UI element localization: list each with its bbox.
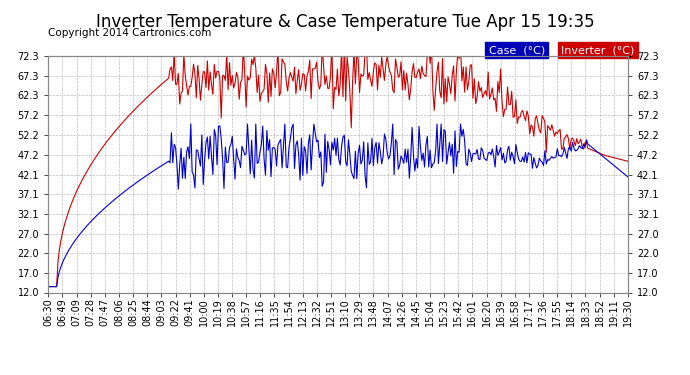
Text: Case  (°C): Case (°C) (489, 45, 545, 55)
Text: Copyright 2014 Cartronics.com: Copyright 2014 Cartronics.com (48, 28, 212, 38)
Text: Inverter Temperature & Case Temperature Tue Apr 15 19:35: Inverter Temperature & Case Temperature … (96, 13, 594, 31)
Text: Inverter  (°C): Inverter (°C) (561, 45, 635, 55)
